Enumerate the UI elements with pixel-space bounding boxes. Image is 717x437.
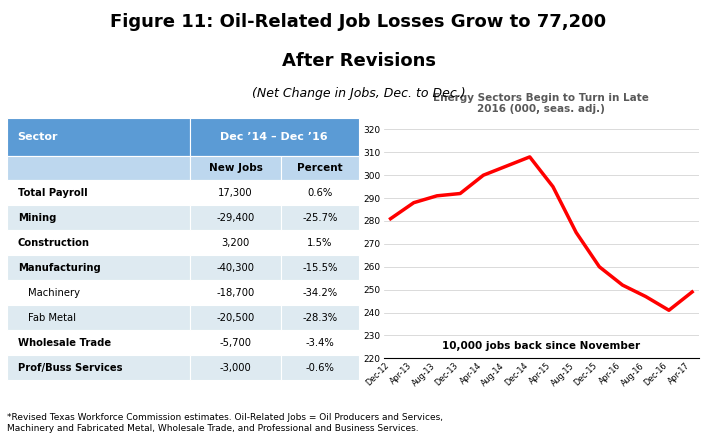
FancyBboxPatch shape <box>7 118 190 156</box>
FancyBboxPatch shape <box>190 230 281 255</box>
Text: Sector: Sector <box>18 132 58 142</box>
Text: 1.5%: 1.5% <box>307 238 333 248</box>
Text: -3.4%: -3.4% <box>305 338 334 348</box>
Text: Wholesale Trade: Wholesale Trade <box>18 338 111 348</box>
FancyBboxPatch shape <box>281 255 358 280</box>
FancyBboxPatch shape <box>7 280 190 305</box>
FancyBboxPatch shape <box>7 305 190 330</box>
Text: -25.7%: -25.7% <box>302 213 338 222</box>
Text: -18,700: -18,700 <box>217 288 255 298</box>
FancyBboxPatch shape <box>190 330 281 355</box>
Text: Machinery: Machinery <box>28 288 80 298</box>
Text: -29,400: -29,400 <box>217 213 255 222</box>
Text: -15.5%: -15.5% <box>302 263 338 273</box>
Text: New Jobs: New Jobs <box>209 163 262 173</box>
FancyBboxPatch shape <box>7 255 190 280</box>
FancyBboxPatch shape <box>281 355 358 380</box>
FancyBboxPatch shape <box>281 230 358 255</box>
FancyBboxPatch shape <box>190 305 281 330</box>
Text: Mining: Mining <box>18 213 56 222</box>
FancyBboxPatch shape <box>7 156 190 180</box>
Text: Figure 11: Oil-Related Job Losses Grow to 77,200: Figure 11: Oil-Related Job Losses Grow t… <box>110 13 607 31</box>
FancyBboxPatch shape <box>190 355 281 380</box>
FancyBboxPatch shape <box>7 330 190 355</box>
Text: (Net Change in Jobs, Dec. to Dec.): (Net Change in Jobs, Dec. to Dec.) <box>252 87 465 101</box>
Text: Fab Metal: Fab Metal <box>28 312 76 323</box>
Text: 17,300: 17,300 <box>218 187 253 198</box>
Text: After Revisions: After Revisions <box>282 52 435 70</box>
FancyBboxPatch shape <box>281 280 358 305</box>
Text: -3,000: -3,000 <box>219 363 252 373</box>
FancyBboxPatch shape <box>7 230 190 255</box>
FancyBboxPatch shape <box>281 180 358 205</box>
FancyBboxPatch shape <box>281 156 358 180</box>
Text: Prof/Buss Services: Prof/Buss Services <box>18 363 122 373</box>
FancyBboxPatch shape <box>190 118 358 156</box>
FancyBboxPatch shape <box>7 180 190 205</box>
Text: Total Payroll: Total Payroll <box>18 187 87 198</box>
Text: -34.2%: -34.2% <box>303 288 338 298</box>
Text: -5,700: -5,700 <box>219 338 252 348</box>
FancyBboxPatch shape <box>7 205 190 230</box>
FancyBboxPatch shape <box>190 180 281 205</box>
Text: Dec ’14 – Dec ’16: Dec ’14 – Dec ’16 <box>220 132 328 142</box>
Text: 0.6%: 0.6% <box>307 187 333 198</box>
Text: 3,200: 3,200 <box>222 238 250 248</box>
FancyBboxPatch shape <box>7 355 190 380</box>
Text: Percent: Percent <box>297 163 343 173</box>
FancyBboxPatch shape <box>281 330 358 355</box>
FancyBboxPatch shape <box>281 305 358 330</box>
Text: Manufacturing: Manufacturing <box>18 263 100 273</box>
FancyBboxPatch shape <box>190 156 281 180</box>
Text: -40,300: -40,300 <box>217 263 255 273</box>
Text: *Revised Texas Workforce Commission estimates. Oil-Related Jobs = Oil Producers : *Revised Texas Workforce Commission esti… <box>7 413 443 433</box>
Text: -28.3%: -28.3% <box>303 312 338 323</box>
Text: Construction: Construction <box>18 238 90 248</box>
Text: 10,000 jobs back since November: 10,000 jobs back since November <box>442 341 640 351</box>
FancyBboxPatch shape <box>281 205 358 230</box>
FancyBboxPatch shape <box>190 205 281 230</box>
FancyBboxPatch shape <box>190 280 281 305</box>
Title: Energy Sectors Begin to Turn in Late
2016 (000, seas. adj.): Energy Sectors Begin to Turn in Late 201… <box>433 93 650 114</box>
Text: -20,500: -20,500 <box>217 312 255 323</box>
Text: -0.6%: -0.6% <box>305 363 334 373</box>
FancyBboxPatch shape <box>190 255 281 280</box>
